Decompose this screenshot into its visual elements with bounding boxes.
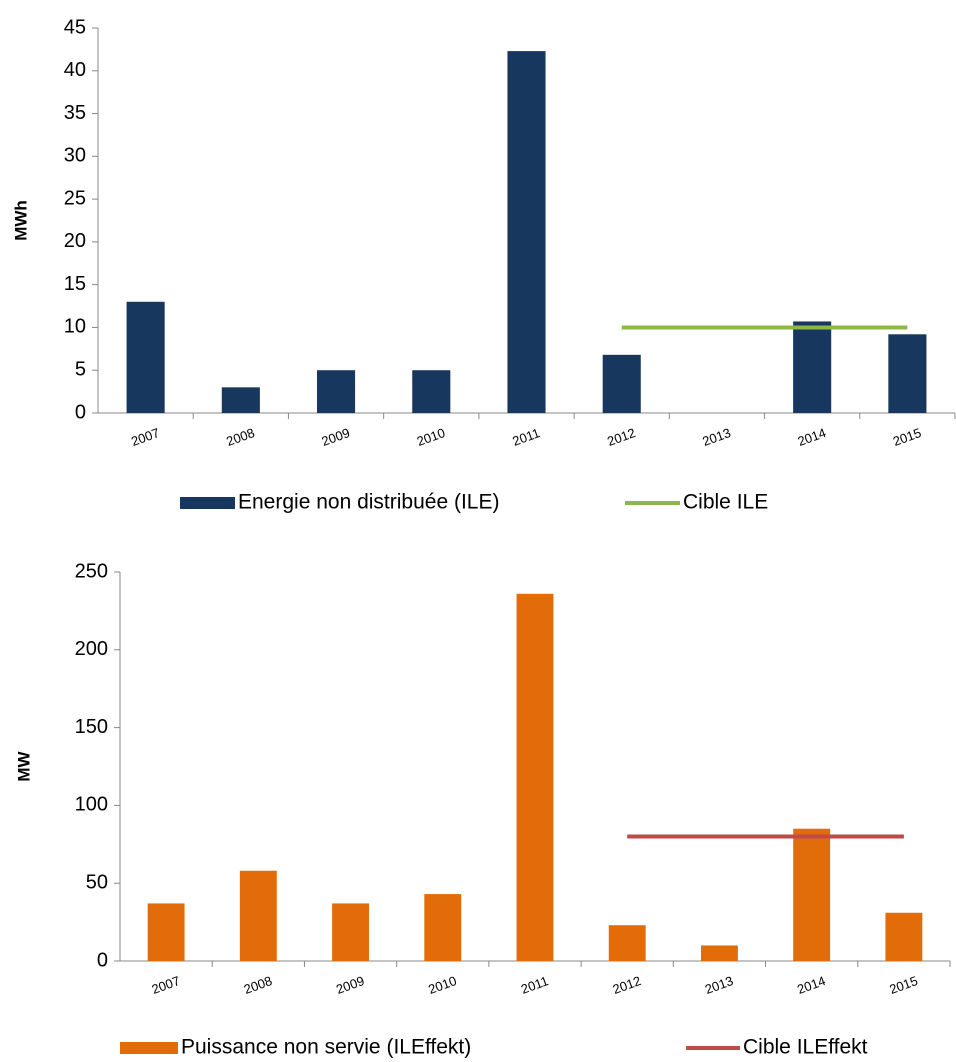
bar xyxy=(793,828,831,961)
bar xyxy=(701,945,738,961)
x-tick-label: 2010 xyxy=(415,425,447,449)
legend-label: Cible ILE xyxy=(683,491,768,514)
x-tick-label: 2013 xyxy=(700,425,732,449)
bar xyxy=(888,334,927,413)
bar xyxy=(147,903,185,961)
y-tick-label: 0 xyxy=(75,401,86,423)
x-tick-label: 2014 xyxy=(796,425,828,449)
y-tick-label: 25 xyxy=(64,187,86,209)
y-axis-label: MWh xyxy=(11,200,30,241)
legend-label: Puissance non servie (ILEffekt) xyxy=(181,1036,471,1059)
y-tick-label: 5 xyxy=(75,359,86,381)
y-tick-label: 250 xyxy=(75,560,108,582)
x-tick-label: 2012 xyxy=(611,973,643,997)
y-tick-label: 100 xyxy=(75,794,108,816)
bar xyxy=(221,387,260,413)
y-tick-label: 10 xyxy=(64,316,86,338)
legend-label: Cible ILEffekt xyxy=(743,1036,868,1059)
bar xyxy=(126,301,165,413)
y-tick-label: 150 xyxy=(75,716,108,738)
x-tick-label: 2015 xyxy=(891,425,923,449)
bar xyxy=(602,354,641,413)
legend-label: Energie non distribuée (ILE) xyxy=(238,491,500,514)
legend-swatch xyxy=(120,1042,178,1054)
bar xyxy=(885,912,923,961)
x-tick-label: 2007 xyxy=(129,425,161,449)
x-tick-label: 2009 xyxy=(334,973,366,997)
y-tick-label: 50 xyxy=(86,871,108,893)
x-tick-label: 2014 xyxy=(795,973,827,997)
bar xyxy=(239,870,277,961)
y-tick-label: 40 xyxy=(64,59,86,81)
y-axis-label: MW xyxy=(14,750,33,781)
x-tick-label: 2009 xyxy=(320,425,352,449)
bar xyxy=(332,903,369,961)
x-tick-label: 2015 xyxy=(887,973,919,997)
bar xyxy=(507,51,546,413)
bar xyxy=(516,593,554,961)
bar xyxy=(793,321,832,413)
y-tick-label: 45 xyxy=(64,16,86,38)
bar xyxy=(424,894,462,961)
y-tick-label: 0 xyxy=(97,949,108,971)
y-tick-label: 20 xyxy=(64,230,86,252)
x-tick-label: 2007 xyxy=(150,973,182,997)
y-tick-label: 35 xyxy=(64,102,86,124)
y-tick-label: 15 xyxy=(64,273,86,295)
x-tick-label: 2013 xyxy=(703,973,735,997)
x-tick-label: 2008 xyxy=(224,425,256,449)
x-tick-label: 2011 xyxy=(510,425,541,449)
x-tick-label: 2012 xyxy=(605,425,637,449)
x-tick-label: 2011 xyxy=(519,973,550,997)
bar xyxy=(317,370,356,413)
x-tick-label: 2008 xyxy=(242,973,274,997)
bar xyxy=(608,925,646,961)
x-tick-label: 2010 xyxy=(426,973,458,997)
y-tick-label: 30 xyxy=(64,145,86,167)
bar xyxy=(412,370,451,413)
y-tick-label: 200 xyxy=(75,638,108,660)
legend-swatch xyxy=(180,497,235,509)
